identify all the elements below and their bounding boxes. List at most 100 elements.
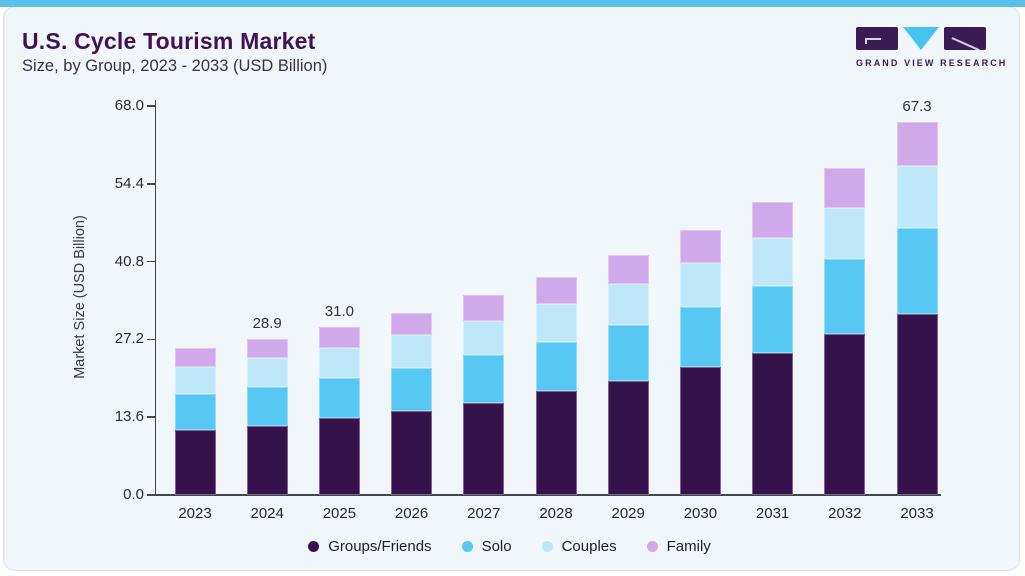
legend-item-couples: Couples [541,538,617,555]
bar-segment-2023-solo [174,394,216,431]
y-axis-tick-label: 0.0 [123,486,144,503]
bar-segment-2030-solo [679,307,721,368]
logo-triangle-icon [903,27,939,50]
x-axis-label-2028: 2028 [539,505,573,522]
bar-segment-2030-family [679,230,721,263]
y-axis-line [154,100,156,496]
bar-segment-2031-couples [752,237,794,286]
gvr-logo-mark [856,27,1001,51]
bar-segment-2026-family [391,313,433,336]
bar-segment-2026-solo [391,368,433,411]
bar-segment-2029-groups-friends [607,380,649,495]
y-axis-tick-label: 40.8 [114,252,144,270]
logo-right-block-detail [951,37,980,51]
bar-segment-2024-groups-friends [246,425,288,495]
logo-left-block-icon [856,27,898,50]
bar-segment-2033-family [896,122,938,167]
bar-segment-2028-family [535,277,577,304]
bar-value-label-2025: 31.0 [324,302,354,320]
page-subtitle: Size, by Group, 2023 - 2033 (USD Billion… [22,57,328,75]
legend-dot-icon [646,541,658,552]
bar-segment-2028-solo [535,342,577,392]
gvr-logo: GRAND VIEW RESEARCH [856,27,1008,68]
legend-label: Solo [481,538,512,555]
bar-segment-2024-solo [246,387,288,426]
legend-dot-icon [541,541,553,552]
y-axis-tick [147,416,155,418]
legend-label: Family [666,538,711,555]
page-title: U.S. Cycle Tourism Market [22,28,316,54]
bar-value-label-2033: 67.3 [902,98,932,116]
bar-segment-2023-groups-friends [174,430,216,495]
chart-legend: Groups/Friends Solo Couples Family [0,538,1019,555]
bar-value-label-2024: 28.9 [252,314,282,332]
x-axis-label-2031: 2031 [755,505,790,522]
bar-segment-2029-solo [607,324,649,381]
bar-segment-2031-family [752,202,794,238]
bar-segment-2027-groups-friends [463,402,505,495]
bar-segment-2028-groups-friends [535,391,577,495]
legend-dot-icon [461,541,473,552]
bar-segment-2031-groups-friends [752,353,794,495]
legend-label: Groups/Friends [328,538,432,555]
x-axis-label-2023: 2023 [178,505,212,522]
bar-segment-2032-couples [824,208,866,259]
bar-segment-2025-solo [318,377,360,419]
logo-left-block-detail2 [865,38,867,44]
logo-wordmark: GRAND VIEW RESEARCH [856,58,1008,68]
legend-item-family: Family [646,538,711,555]
bar-segment-2023-family [174,347,216,368]
logo-right-block-icon [944,27,986,51]
bar-segment-2033-couples [896,166,938,228]
bar-segment-2032-family [824,167,866,209]
legend-label: Couples [561,538,617,555]
bar-segment-2027-couples [463,320,505,356]
bar-segment-2028-couples [535,303,577,343]
x-axis-label-2024: 2024 [250,505,284,522]
x-axis-label-2026: 2026 [394,505,429,522]
y-axis-tick-label: 27.2 [114,330,144,348]
bar-segment-2032-solo [824,258,866,334]
bar-segment-2031-solo [752,285,794,354]
y-axis-tick [147,105,155,107]
x-axis-label-2030: 2030 [683,505,718,522]
x-axis-line [154,494,941,496]
y-axis-tick-label: 54.4 [114,174,144,192]
bar-segment-2023-couples [174,367,216,395]
x-axis-label-2029: 2029 [611,505,645,522]
y-axis-tick [147,338,155,341]
x-axis-label-2025: 2025 [322,505,357,522]
y-axis-tick-label: 13.6 [114,408,144,426]
y-axis-tick-label: 68.0 [114,97,144,114]
bar-segment-2025-couples [318,347,360,378]
bar-segment-2026-groups-friends [391,410,433,495]
legend-dot-icon [308,541,320,552]
x-axis-label-2032: 2032 [828,505,862,522]
bar-segment-2029-couples [607,284,649,325]
bar-segment-2024-couples [246,357,288,388]
bar-segment-2024-family [246,338,288,358]
y-axis-tick [147,260,155,263]
bar-segment-2033-solo [896,227,938,315]
bar-segment-2030-groups-friends [679,367,721,495]
y-axis-title: Market Size (USD Billion) [72,215,88,379]
legend-item-groups-friends: Groups/Friends [308,538,432,555]
y-axis-tick [147,494,155,496]
bar-segment-2025-family [318,326,360,348]
bar-segment-2025-groups-friends [318,418,360,495]
y-axis-tick [147,183,155,185]
x-axis-label-2027: 2027 [467,505,501,522]
bar-segment-2032-groups-friends [824,333,866,495]
bar-segment-2027-solo [463,355,505,403]
bar-segment-2033-groups-friends [896,314,938,495]
top-accent-bar [0,0,1025,7]
bar-segment-2026-couples [391,335,433,368]
x-axis-label-2033: 2033 [900,505,934,522]
bar-segment-2027-family [463,295,505,321]
logo-left-block-detail [865,38,881,40]
legend-item-solo: Solo [461,538,512,555]
bar-segment-2029-family [607,255,649,285]
bar-segment-2030-couples [679,262,721,308]
